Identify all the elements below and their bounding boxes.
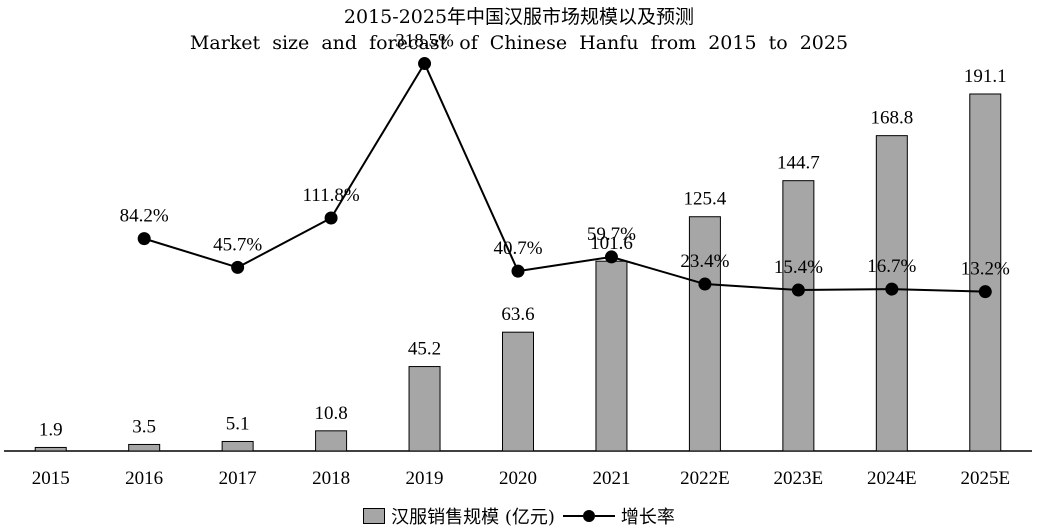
- bar-2022E: [688, 216, 721, 452]
- x-tick-2016: 2016: [125, 468, 163, 489]
- bar-2017: [221, 440, 254, 452]
- bar-label-2023E: 144.7: [777, 153, 820, 174]
- rate-point-2017: [231, 260, 245, 274]
- bar-2018: [315, 430, 348, 452]
- rate-label-2017: 45.7%: [213, 234, 262, 255]
- bar-label-2019: 45.2: [408, 339, 441, 360]
- bar-label-2025E: 191.1: [964, 66, 1007, 87]
- rate-point-2016: [137, 232, 151, 246]
- x-tick-2024E: 2024E: [867, 468, 917, 489]
- x-tick-2023E: 2023E: [774, 468, 824, 489]
- bar-label-2021: 101.6: [590, 233, 633, 254]
- bar-label-2024E: 168.8: [870, 108, 913, 129]
- rate-label-2019: 318.5%: [395, 31, 454, 52]
- rate-line: [143, 61, 986, 293]
- rate-point-2019: [418, 57, 432, 71]
- bar-2021: [595, 260, 628, 452]
- bar-label-2015: 1.9: [39, 419, 63, 440]
- x-tick-2019: 2019: [406, 468, 444, 489]
- rate-point-2020: [511, 264, 525, 278]
- chart-subtitle: Market size and forecast of Chinese Hanf…: [189, 32, 849, 54]
- legend-line-label: 增长率: [620, 507, 675, 528]
- rate-label-2023E: 15.4%: [774, 257, 823, 278]
- rate-label-2020: 40.7%: [493, 238, 542, 259]
- bar-2016: [128, 443, 161, 452]
- x-tick-2015: 2015: [32, 468, 70, 489]
- rate-label-2016: 84.2%: [120, 206, 169, 227]
- rate-point-2023E: [791, 283, 805, 297]
- rate-label-2022E: 23.4%: [680, 251, 729, 272]
- rate-point-2022E: [698, 277, 712, 291]
- rate-point-2021: [604, 250, 618, 264]
- bar-label-2018: 10.8: [314, 403, 347, 424]
- x-tick-2018: 2018: [312, 468, 350, 489]
- rate-point-2018: [324, 211, 338, 225]
- rate-label-2021: 59.7%: [587, 224, 636, 245]
- x-tick-2017: 2017: [219, 468, 257, 489]
- rate-label-2024E: 16.7%: [867, 256, 916, 277]
- legend-line-swatch: [562, 510, 615, 522]
- rate-label-2025E: 13.2%: [961, 259, 1010, 280]
- rate-point-2024E: [885, 282, 899, 296]
- rate-label-2018: 111.8%: [303, 185, 360, 206]
- bar-2020: [502, 331, 534, 452]
- x-tick-2021: 2021: [592, 468, 630, 489]
- rate-point-2025E: [978, 285, 992, 299]
- bar-label-2017: 5.1: [226, 413, 250, 434]
- legend-bar-label: 汉服销售规模 (亿元): [391, 507, 555, 528]
- bar-2025E: [969, 93, 1002, 452]
- bar-2023E: [782, 180, 815, 452]
- bar-label-2020: 63.6: [501, 304, 534, 325]
- legend-bar-swatch: [363, 508, 386, 524]
- bar-2015: [34, 446, 67, 452]
- bar-label-2022E: 125.4: [684, 189, 727, 210]
- legend: 汉服销售规模 (亿元) 增长率: [0, 503, 1038, 529]
- chart-title: 2015-2025年中国汉服市场规模以及预测: [343, 6, 695, 28]
- bar-2019: [408, 366, 441, 452]
- bar-label-2016: 3.5: [132, 416, 156, 437]
- x-tick-2025E: 2025E: [960, 468, 1010, 489]
- x-tick-2022E: 2022E: [680, 468, 730, 489]
- x-tick-2020: 2020: [499, 468, 537, 489]
